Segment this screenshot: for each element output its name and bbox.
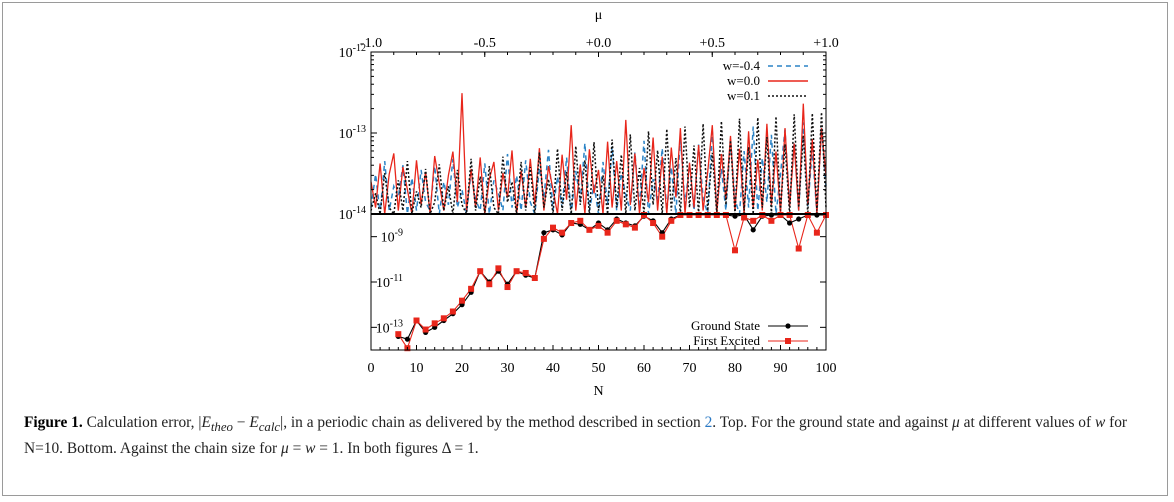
figure-caption: Figure 1. Calculation error, |Etheo − Ec… bbox=[24, 412, 1149, 459]
y-tick-label: 10-12 bbox=[339, 43, 366, 61]
data-point-First Excited bbox=[449, 308, 456, 315]
data-point-First Excited bbox=[440, 315, 447, 322]
x-tick-label: 30 bbox=[501, 361, 515, 376]
caption-math: μ bbox=[952, 414, 960, 431]
data-point-First Excited bbox=[540, 235, 547, 242]
x-tick-label: 80 bbox=[728, 361, 742, 376]
data-point-Ground State bbox=[750, 227, 756, 233]
data-point-First Excited bbox=[513, 268, 520, 275]
plot-frame bbox=[370, 51, 827, 351]
caption-text: − bbox=[232, 414, 250, 431]
x-tick-label: 60 bbox=[637, 361, 651, 376]
data-point-First Excited bbox=[768, 217, 775, 224]
data-point-First Excited bbox=[531, 275, 538, 282]
x-tick-label: 90 bbox=[774, 361, 788, 376]
data-point-First Excited bbox=[586, 226, 593, 233]
caption-label: Figure 1. bbox=[24, 414, 83, 431]
data-point-Ground State bbox=[796, 216, 802, 222]
caption-math: μ bbox=[281, 440, 289, 458]
caption-math: theo bbox=[210, 420, 233, 435]
x-tick-label: -0.5 bbox=[474, 36, 496, 51]
series-line-w=0.1 bbox=[370, 112, 827, 217]
section-link[interactable]: 2 bbox=[704, 414, 713, 431]
data-point-First Excited bbox=[750, 217, 757, 224]
caption-text: . Top. For the ground state and against bbox=[712, 414, 953, 431]
legend-marker bbox=[785, 323, 791, 329]
data-point-First Excited bbox=[559, 229, 566, 236]
y-tick-label: 10-9 bbox=[381, 228, 403, 246]
data-point-First Excited bbox=[395, 331, 402, 338]
x-tick-label: +1.0 bbox=[813, 36, 838, 51]
x-tick-label: -1.0 bbox=[360, 36, 382, 51]
x-tick-label: 10 bbox=[410, 361, 424, 376]
data-point-First Excited bbox=[631, 224, 638, 231]
y-tick-label: 10-13 bbox=[376, 318, 403, 336]
data-point-First Excited bbox=[550, 224, 556, 231]
caption-math: calc bbox=[258, 420, 281, 435]
data-point-First Excited bbox=[422, 326, 429, 333]
data-point-First Excited bbox=[659, 233, 666, 240]
data-point-First Excited bbox=[741, 214, 748, 221]
data-point-Ground State bbox=[787, 220, 793, 226]
figure-chart: -1.0 -0.5 +0.0 +0.5 +1.0 μ 10-12 10-13 10-14 w=-0… bbox=[339, 8, 839, 399]
data-point-First Excited bbox=[622, 221, 629, 228]
caption-text: for N=10. Bottom. Against the chain size… bbox=[24, 414, 1128, 458]
x-tick-label: 100 bbox=[816, 361, 837, 376]
series-line-First Excited bbox=[397, 213, 827, 350]
legend-label: w=0.1 bbox=[727, 88, 760, 103]
data-point-First Excited bbox=[413, 317, 420, 324]
data-point-First Excited bbox=[577, 217, 584, 224]
data-point-First Excited bbox=[477, 268, 484, 275]
data-point-First Excited bbox=[595, 222, 602, 229]
x-tick-label: +0.5 bbox=[700, 36, 725, 51]
data-point-First Excited bbox=[504, 284, 511, 291]
x-tick-label: 20 bbox=[455, 361, 469, 376]
caption-text: = bbox=[288, 440, 306, 458]
legend-label: w=-0.4 bbox=[723, 58, 761, 73]
caption-text: Calculation error, | bbox=[82, 414, 202, 431]
data-point-First Excited bbox=[568, 220, 575, 227]
x-tick-label: 0 bbox=[368, 361, 375, 376]
caption-math: E bbox=[249, 414, 259, 431]
caption-math: E bbox=[201, 414, 211, 431]
data-point-Ground State bbox=[541, 230, 547, 236]
caption-text: |, in a periodic chain as delivered by t… bbox=[280, 414, 705, 431]
data-point-First Excited bbox=[604, 229, 611, 236]
series-line-w=0.0 bbox=[370, 93, 827, 215]
y-tick-label: 10-13 bbox=[339, 124, 366, 142]
x-tick-label: +0.0 bbox=[586, 36, 611, 51]
legend-label: w=0.0 bbox=[727, 73, 760, 88]
data-point-First Excited bbox=[732, 247, 738, 254]
data-point-First Excited bbox=[468, 285, 475, 292]
caption-text: = 1. In both figures Δ = 1. bbox=[315, 440, 479, 458]
data-point-First Excited bbox=[486, 281, 493, 288]
x-axis-title: N bbox=[593, 384, 603, 399]
legend-label: Ground State bbox=[691, 318, 760, 333]
y-tick-label: 10-14 bbox=[339, 205, 366, 223]
caption-math: w bbox=[305, 440, 316, 458]
data-point-First Excited bbox=[613, 217, 620, 224]
x-tick-label: 40 bbox=[546, 361, 560, 376]
series-line-Ground State bbox=[398, 214, 826, 340]
data-point-First Excited bbox=[522, 269, 529, 276]
x-tick-label: 50 bbox=[592, 361, 606, 376]
legend-label: First Excited bbox=[693, 333, 760, 348]
data-point-Ground State bbox=[404, 336, 410, 342]
figure-frame bbox=[2, 2, 1168, 496]
data-point-First Excited bbox=[668, 217, 675, 224]
y-tick-label: 10-11 bbox=[376, 273, 403, 291]
caption-math: w bbox=[1094, 414, 1106, 431]
data-point-First Excited bbox=[813, 229, 820, 236]
data-point-First Excited bbox=[795, 245, 802, 252]
legend-marker bbox=[785, 338, 791, 344]
data-point-First Excited bbox=[459, 297, 465, 304]
caption-text: at different values of bbox=[959, 414, 1095, 431]
x-tick-label: 70 bbox=[683, 361, 697, 376]
x-axis-title: μ bbox=[595, 8, 603, 23]
data-point-First Excited bbox=[431, 320, 438, 327]
data-point-First Excited bbox=[650, 220, 657, 227]
data-point-First Excited bbox=[495, 265, 502, 272]
